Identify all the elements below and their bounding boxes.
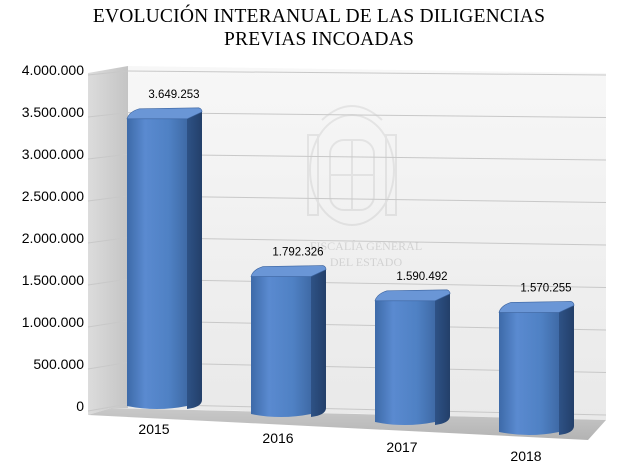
gridline-side [87,153,129,160]
gridline [127,153,607,161]
y-tick-label: 500.000 [33,356,84,372]
gridline-side [87,237,129,244]
gridline-side [87,403,129,412]
gridline-side [87,361,129,370]
bar-2016: 1.792.326 [250,247,327,417]
data-label: 1.792.326 [272,247,323,259]
gridline-side [87,278,129,286]
gridline [127,112,607,118]
data-label: 1.570.255 [520,282,571,294]
bars: 3.649.253 1.792.326 1.590.492 1.570.255 [126,89,575,435]
x-tick-label: 2015 [138,421,169,437]
bar-2018: 1.570.255 [498,282,575,435]
bar-side [187,111,202,409]
gridline [127,278,607,288]
bar-side [435,293,450,425]
data-label: 1.590.492 [396,271,447,283]
gridline [127,237,607,246]
gridlines [87,70,607,416]
data-label: 3.649.253 [148,89,199,101]
gridline-side [87,320,129,328]
watermark-line-2: DEL ESTADO [330,255,403,269]
bar-top [498,301,575,313]
gridline-side [87,70,129,76]
floor [88,408,606,440]
y-axis: 0 500.000 1.000.000 1.500.000 2.000.000 2.500… [22,62,85,414]
x-tick-label: 2017 [386,439,417,455]
chart-title-line-1: EVOLUCIÓN INTERANUAL DE LAS DILIGENCIAS [92,6,546,27]
x-axis: 2015 2016 2017 2018 [138,421,541,464]
bar-top [126,107,203,120]
bar-front [127,118,187,409]
bar-front [251,276,311,417]
gridline [127,70,607,76]
y-tick-label: 1.000.000 [22,314,84,330]
back-wall [128,66,606,420]
x-tick-label: 2018 [510,448,541,464]
bar-top [374,289,451,302]
bar-top [250,265,327,277]
gridline [127,195,607,203]
gridline-side [87,112,129,118]
bar-2017: 1.590.492 [374,271,451,425]
bar-side [311,269,326,417]
chart-title-line-2: PREVIAS INCOADAS [223,29,415,50]
y-tick-label: 3.500.000 [22,104,84,120]
gridline-side [87,195,129,202]
y-tick-label: 0 [76,398,84,414]
y-tick-label: 2.000.000 [22,230,84,246]
y-tick-label: 4.000.000 [22,62,84,78]
watermark-line-1: FISCALÍA GENERAL [310,239,422,253]
bar-front [499,312,559,435]
bar-side [559,305,574,435]
y-tick-label: 1.500.000 [22,272,84,288]
bar-2015: 3.649.253 [126,89,203,409]
y-tick-label: 2.500.000 [22,188,84,204]
y-tick-label: 3.000.000 [22,146,84,162]
x-tick-label: 2016 [262,430,293,446]
bar-front [375,300,435,425]
